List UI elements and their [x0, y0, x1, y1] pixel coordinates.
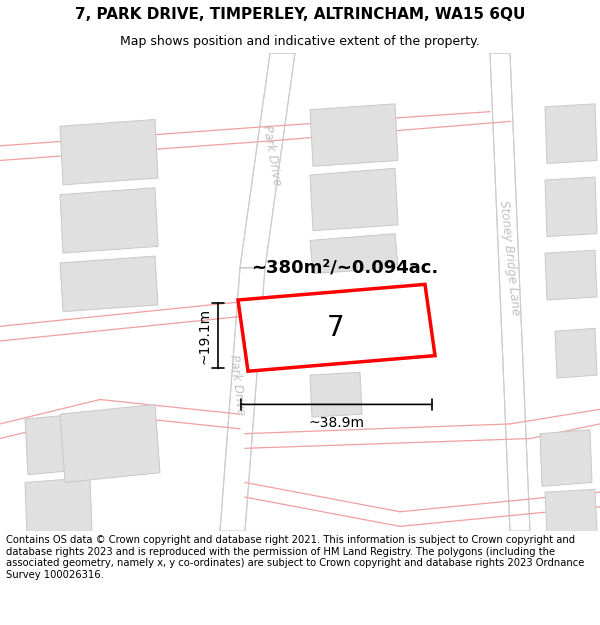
Polygon shape: [555, 328, 597, 378]
Text: Map shows position and indicative extent of the property.: Map shows position and indicative extent…: [120, 35, 480, 48]
Polygon shape: [310, 234, 398, 274]
Polygon shape: [490, 53, 530, 531]
Polygon shape: [60, 256, 158, 312]
Text: ~19.1m: ~19.1m: [198, 308, 212, 364]
Polygon shape: [545, 489, 597, 534]
Polygon shape: [540, 430, 592, 486]
Polygon shape: [220, 268, 265, 531]
Text: Park Drive: Park Drive: [260, 124, 284, 187]
Polygon shape: [238, 284, 435, 371]
Text: 7: 7: [327, 314, 345, 342]
Polygon shape: [310, 372, 362, 417]
Polygon shape: [310, 104, 398, 166]
Polygon shape: [25, 412, 103, 474]
Polygon shape: [310, 300, 398, 362]
Polygon shape: [60, 404, 160, 482]
Polygon shape: [60, 188, 158, 253]
Text: 7, PARK DRIVE, TIMPERLEY, ALTRINCHAM, WA15 6QU: 7, PARK DRIVE, TIMPERLEY, ALTRINCHAM, WA…: [75, 8, 525, 22]
Polygon shape: [545, 250, 597, 300]
Text: ~380m²/~0.094ac.: ~380m²/~0.094ac.: [251, 259, 439, 277]
Polygon shape: [25, 478, 92, 536]
Polygon shape: [545, 104, 597, 163]
Text: Park Drive: Park Drive: [227, 354, 247, 416]
Text: Contains OS data © Crown copyright and database right 2021. This information is : Contains OS data © Crown copyright and d…: [6, 535, 584, 580]
Text: ~38.9m: ~38.9m: [308, 416, 365, 430]
Text: Stoney Bridge Lane: Stoney Bridge Lane: [497, 200, 523, 316]
Polygon shape: [545, 177, 597, 237]
Polygon shape: [310, 168, 398, 231]
Polygon shape: [240, 53, 295, 268]
Polygon shape: [60, 119, 158, 185]
